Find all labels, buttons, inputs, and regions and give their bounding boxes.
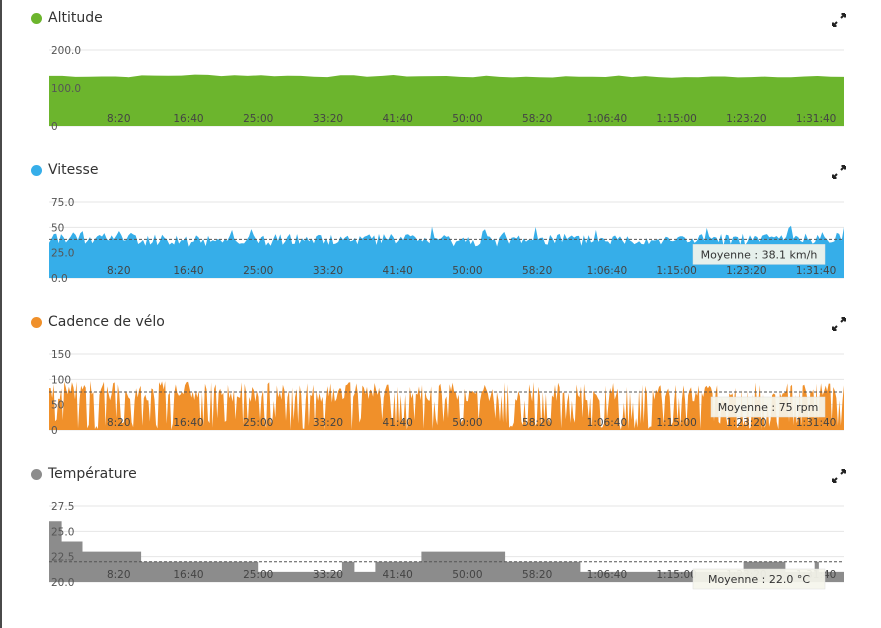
cadence-header: Cadence de vélo	[31, 312, 165, 332]
y-tick-label: 50	[51, 222, 64, 234]
average-label-box	[692, 568, 826, 590]
x-tick-label: 1:15:00	[656, 113, 696, 125]
vitesse-chart: 75.0 50 25.0 0.0 8:20 16:40 25:00 33:20 41:40 50:…	[49, 197, 844, 285]
x-tick-label: 1:06:40	[587, 569, 627, 581]
y-tick-label: 150	[51, 349, 71, 361]
altitude-header: Altitude	[31, 8, 103, 28]
y-tick-label: 50	[51, 400, 64, 412]
y-tick-label: 0	[51, 425, 58, 437]
cadence-title: Cadence de vélo	[48, 314, 165, 330]
x-tick-label: 41:40	[383, 265, 413, 277]
y-tick-label: 20.0	[51, 577, 74, 589]
x-tick-label: 1:06:40	[587, 113, 627, 125]
x-tick-label: 8:20	[107, 569, 131, 581]
x-tick-label: 33:20	[313, 417, 343, 429]
y-tick-label: 100.0	[51, 83, 81, 95]
x-tick-label: 1:31:40	[796, 417, 836, 429]
expand-icon[interactable]	[832, 317, 846, 331]
y-tick-label: 0	[51, 121, 58, 133]
x-tick-label: 50:00	[452, 417, 482, 429]
x-tick-label: 16:40	[173, 569, 203, 581]
x-tick-label: 8:20	[107, 113, 131, 125]
x-tick-label: 1:06:40	[587, 265, 627, 277]
x-tick-label: 41:40	[383, 113, 413, 125]
vitesse-title: Vitesse	[48, 162, 99, 178]
cadence-legend-dot	[31, 316, 42, 328]
altitude-chart: 200.0 100.0 0 8:20 16:40 25:00 33:20 41:40 50:00…	[49, 45, 844, 133]
vitesse-header: Vitesse	[31, 160, 98, 180]
y-tick-label: 200.0	[51, 45, 81, 57]
temperature-chart: 27.5 25.0 22.5 20.0 8:20 16:40 25:00 33:20 41:40…	[49, 501, 844, 590]
y-tick-label: 25.0	[51, 248, 74, 260]
x-tick-label: 16:40	[173, 417, 203, 429]
x-tick-label: 50:00	[452, 569, 482, 581]
x-tick-label: 58:20	[522, 113, 552, 125]
x-tick-label: 1:06:40	[587, 417, 627, 429]
temperature-legend-dot	[31, 468, 42, 480]
y-tick-label: 75.0	[51, 197, 74, 209]
x-tick-label: 25:00	[243, 265, 273, 277]
altitude-legend-dot	[31, 12, 42, 24]
x-tick-label: 8:20	[107, 417, 131, 429]
x-tick-label: 50:00	[452, 265, 482, 277]
x-tick-label: 25:00	[243, 417, 273, 429]
x-tick-label: 41:40	[383, 417, 413, 429]
y-tick-label: 100	[51, 374, 71, 386]
x-tick-label: 58:20	[522, 569, 552, 581]
vitesse-panel: Vitesse 75.0 50 25.0 0.0 8:20 16:40 25:00 33:20…	[0, 152, 881, 304]
average-label: Moyenne : 75 rpm	[718, 401, 819, 414]
x-tick-label: 1:31:40	[796, 265, 836, 277]
x-tick-label: 1:23:20	[726, 417, 766, 429]
x-tick-label: 33:20	[313, 265, 343, 277]
altitude-title: Altitude	[48, 10, 103, 26]
y-tick-label: 0.0	[51, 273, 68, 285]
x-tick-label: 41:40	[383, 569, 413, 581]
x-tick-label: 1:15:00	[656, 569, 696, 581]
y-tick-label: 27.5	[51, 501, 74, 513]
x-tick-label: 1:23:20	[726, 265, 766, 277]
vitesse-area	[49, 225, 844, 278]
x-tick-label: 1:23:20	[726, 113, 766, 125]
y-tick-label: 22.5	[51, 552, 74, 564]
y-tick-label: 25.0	[51, 526, 74, 538]
average-label: Moyenne : 38.1 km/h	[701, 248, 818, 261]
x-tick-label: 33:20	[313, 113, 343, 125]
x-tick-label: 1:31:40	[796, 113, 836, 125]
x-tick-label: 8:20	[107, 265, 131, 277]
expand-icon[interactable]	[832, 165, 846, 179]
x-tick-label: 16:40	[173, 265, 203, 277]
x-tick-label: 50:00	[452, 113, 482, 125]
expand-icon[interactable]	[832, 13, 846, 27]
average-label: Moyenne : 22.0 °C	[708, 573, 810, 586]
x-tick-label: 25:00	[243, 569, 273, 581]
temperature-title: Température	[48, 466, 137, 482]
x-tick-label: 33:20	[313, 569, 343, 581]
cadence-area	[49, 380, 844, 430]
x-tick-label: 58:20	[522, 265, 552, 277]
vitesse-legend-dot	[31, 164, 42, 176]
temperature-panel: Température 27.5 25.0 22.5 20.0 8:20 16:40 25:…	[0, 456, 881, 608]
average-label-box	[710, 396, 826, 418]
cadence-chart: 150 100 50 0 8:20 16:40 25:00 33:20 41:40 50:00 58…	[49, 349, 844, 437]
x-tick-label: 1:15:00	[656, 417, 696, 429]
altitude-panel: Altitude 200.0 100.0 0 8:20 16:40 25:00 33:20 4…	[0, 0, 881, 152]
expand-icon[interactable]	[832, 469, 846, 483]
temperature-header: Température	[31, 464, 137, 484]
x-tick-label: 58:20	[522, 417, 552, 429]
x-tick-label: 25:00	[243, 113, 273, 125]
average-label-box	[692, 244, 826, 265]
x-tick-label: 1:15:00	[656, 265, 696, 277]
altitude-area	[49, 74, 844, 126]
x-tick-label: 16:40	[173, 113, 203, 125]
window-edge	[0, 0, 2, 628]
cadence-panel: Cadence de vélo 150 100 50 0 8:20 16:40 25:00 3…	[0, 304, 881, 456]
